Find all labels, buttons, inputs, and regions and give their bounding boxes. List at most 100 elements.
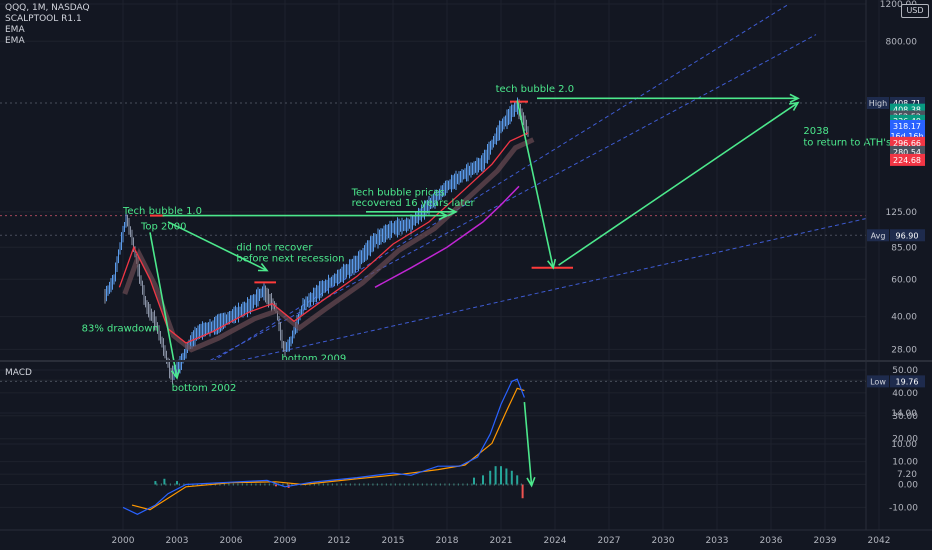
macd-histogram-tick (358, 483, 360, 486)
x-tick-label: 2021 (490, 536, 513, 546)
x-tick-label: 2006 (220, 536, 243, 546)
macd-histogram-bar (163, 478, 166, 485)
macd-histogram-tick (228, 483, 230, 486)
axis-tag-label-bg (867, 229, 889, 242)
ema-fast-line (118, 132, 529, 344)
annotation-arrow (167, 221, 268, 272)
macd-line (122, 378, 525, 515)
x-tick-label: 2003 (166, 536, 189, 546)
macd-histogram-tick (403, 483, 405, 486)
macd-histogram-tick (255, 483, 257, 486)
macd-histogram-tick (408, 483, 410, 486)
macd-histogram-tick (417, 483, 419, 486)
macd-histogram-tick (480, 483, 482, 486)
macd-histogram-bar (510, 470, 513, 485)
x-tick-label: 2009 (274, 536, 297, 546)
macd-histogram-tick (349, 483, 351, 486)
macd-histogram-tick (201, 483, 203, 486)
indicator-ema-2[interactable]: EMA (5, 36, 25, 46)
annotation-arrow-head (447, 207, 458, 217)
annotation-text: 2038 (803, 126, 828, 137)
macd-title[interactable]: MACD (5, 368, 32, 378)
y-tick-label: 14.00 (891, 409, 917, 419)
annotation-arrow-head (788, 101, 800, 111)
macd-histogram-tick (160, 483, 162, 486)
axis-price-tag: 296.66 (893, 139, 921, 148)
axis-tag-label-bg (867, 96, 889, 109)
ema-series (118, 132, 535, 353)
macd-arrow-head (526, 476, 536, 488)
macd-histogram-bar (500, 466, 502, 485)
macd-histogram-tick (250, 483, 252, 486)
macd-histogram-tick (313, 483, 315, 486)
macd-histogram-tick (264, 483, 266, 486)
macd-histogram-tick (363, 483, 365, 486)
grid (0, 0, 880, 530)
annotation-arrow-head (257, 262, 269, 272)
macd-histogram-bar (521, 484, 524, 499)
annotation-text: did not recover (236, 243, 313, 254)
symbol-line[interactable]: QQQ, 1M, NASDAQ (5, 3, 90, 13)
x-tick-label: 2024 (544, 536, 567, 546)
reference-lines (0, 102, 866, 382)
annotation-arrow (558, 102, 799, 266)
y-tick-label: 28.00 (891, 345, 917, 355)
macd-series (122, 378, 525, 515)
macd-histogram-tick (453, 483, 455, 486)
y-tick-label: 40.00 (891, 313, 917, 323)
macd-histogram-tick (516, 483, 518, 486)
x-tick-label: 2030 (652, 536, 675, 546)
annotations: Tech bubble 1.0 Top 2000 83% drawdown botto… (82, 84, 892, 394)
annotation-text: tech bubble 2.0 (496, 84, 574, 95)
y-tick-label: 10.00 (891, 440, 917, 450)
macd-histogram-tick (439, 483, 441, 486)
axis-tag-label: Avg (871, 231, 886, 240)
macd-histogram-tick (178, 483, 180, 486)
annotation-arrow-head (547, 258, 557, 270)
indicator-ema-1[interactable]: EMA (5, 25, 25, 35)
macd-histogram-tick (484, 483, 486, 486)
annotation-text: bottom 2002 (172, 383, 237, 394)
annotation-text: to return to ATH's (803, 137, 891, 148)
chart-legend: QQQ, 1M, NASDAQ SCALPTOOL R1.1 EMA EMA (5, 3, 90, 47)
x-tick-label: 2000 (112, 536, 135, 546)
macd-histogram-tick (511, 483, 513, 486)
macd-histogram-tick (219, 483, 221, 486)
macd-histogram-tick (412, 483, 414, 486)
macd-histogram-tick (183, 483, 185, 486)
macd-arrow (523, 401, 533, 486)
macd-histogram-bar (482, 475, 484, 485)
axis-tag-label: Low (870, 377, 886, 386)
x-tick-label: 2036 (760, 536, 783, 546)
y-tick-label: 60.00 (891, 275, 917, 285)
ema-band (122, 137, 535, 353)
macd-histogram-tick (390, 483, 392, 486)
annotation-text: recovered 16 years later (352, 198, 476, 209)
macd-histogram-tick (322, 483, 324, 486)
macd-histogram-tick (174, 483, 176, 486)
macd-histogram-tick (268, 483, 270, 486)
ema-slow-line (374, 185, 520, 288)
macd-y-tick-label: 40.00 (892, 389, 918, 399)
drawings[interactable] (149, 93, 800, 488)
indicator-scalptool[interactable]: SCALPTOOL R1.1 (5, 14, 82, 24)
macd-y-tick-label: -10.00 (889, 503, 918, 513)
macd-histogram-tick (367, 483, 369, 486)
macd-histogram-tick (457, 483, 459, 486)
macd-histogram-tick (165, 483, 167, 486)
macd-histogram-tick (493, 483, 495, 486)
macd-histogram-bar (473, 477, 475, 485)
macd-histogram-tick (502, 483, 504, 486)
axis-tag-label: High (869, 99, 887, 108)
axis-tag-label-bg (867, 375, 889, 388)
axis-price-tag-countdown: 16d 16h (890, 132, 923, 141)
y-tick-label: 800.00 (886, 37, 918, 47)
macd-histogram-tick (394, 483, 396, 486)
macd-histogram-tick (309, 483, 311, 486)
axis-price-tag-bg (890, 153, 925, 166)
axis-price-tag-bg (890, 119, 925, 142)
macd-histogram-bar (275, 484, 277, 487)
macd-histogram-tick (466, 483, 468, 486)
currency-badge[interactable]: USD (901, 4, 929, 18)
